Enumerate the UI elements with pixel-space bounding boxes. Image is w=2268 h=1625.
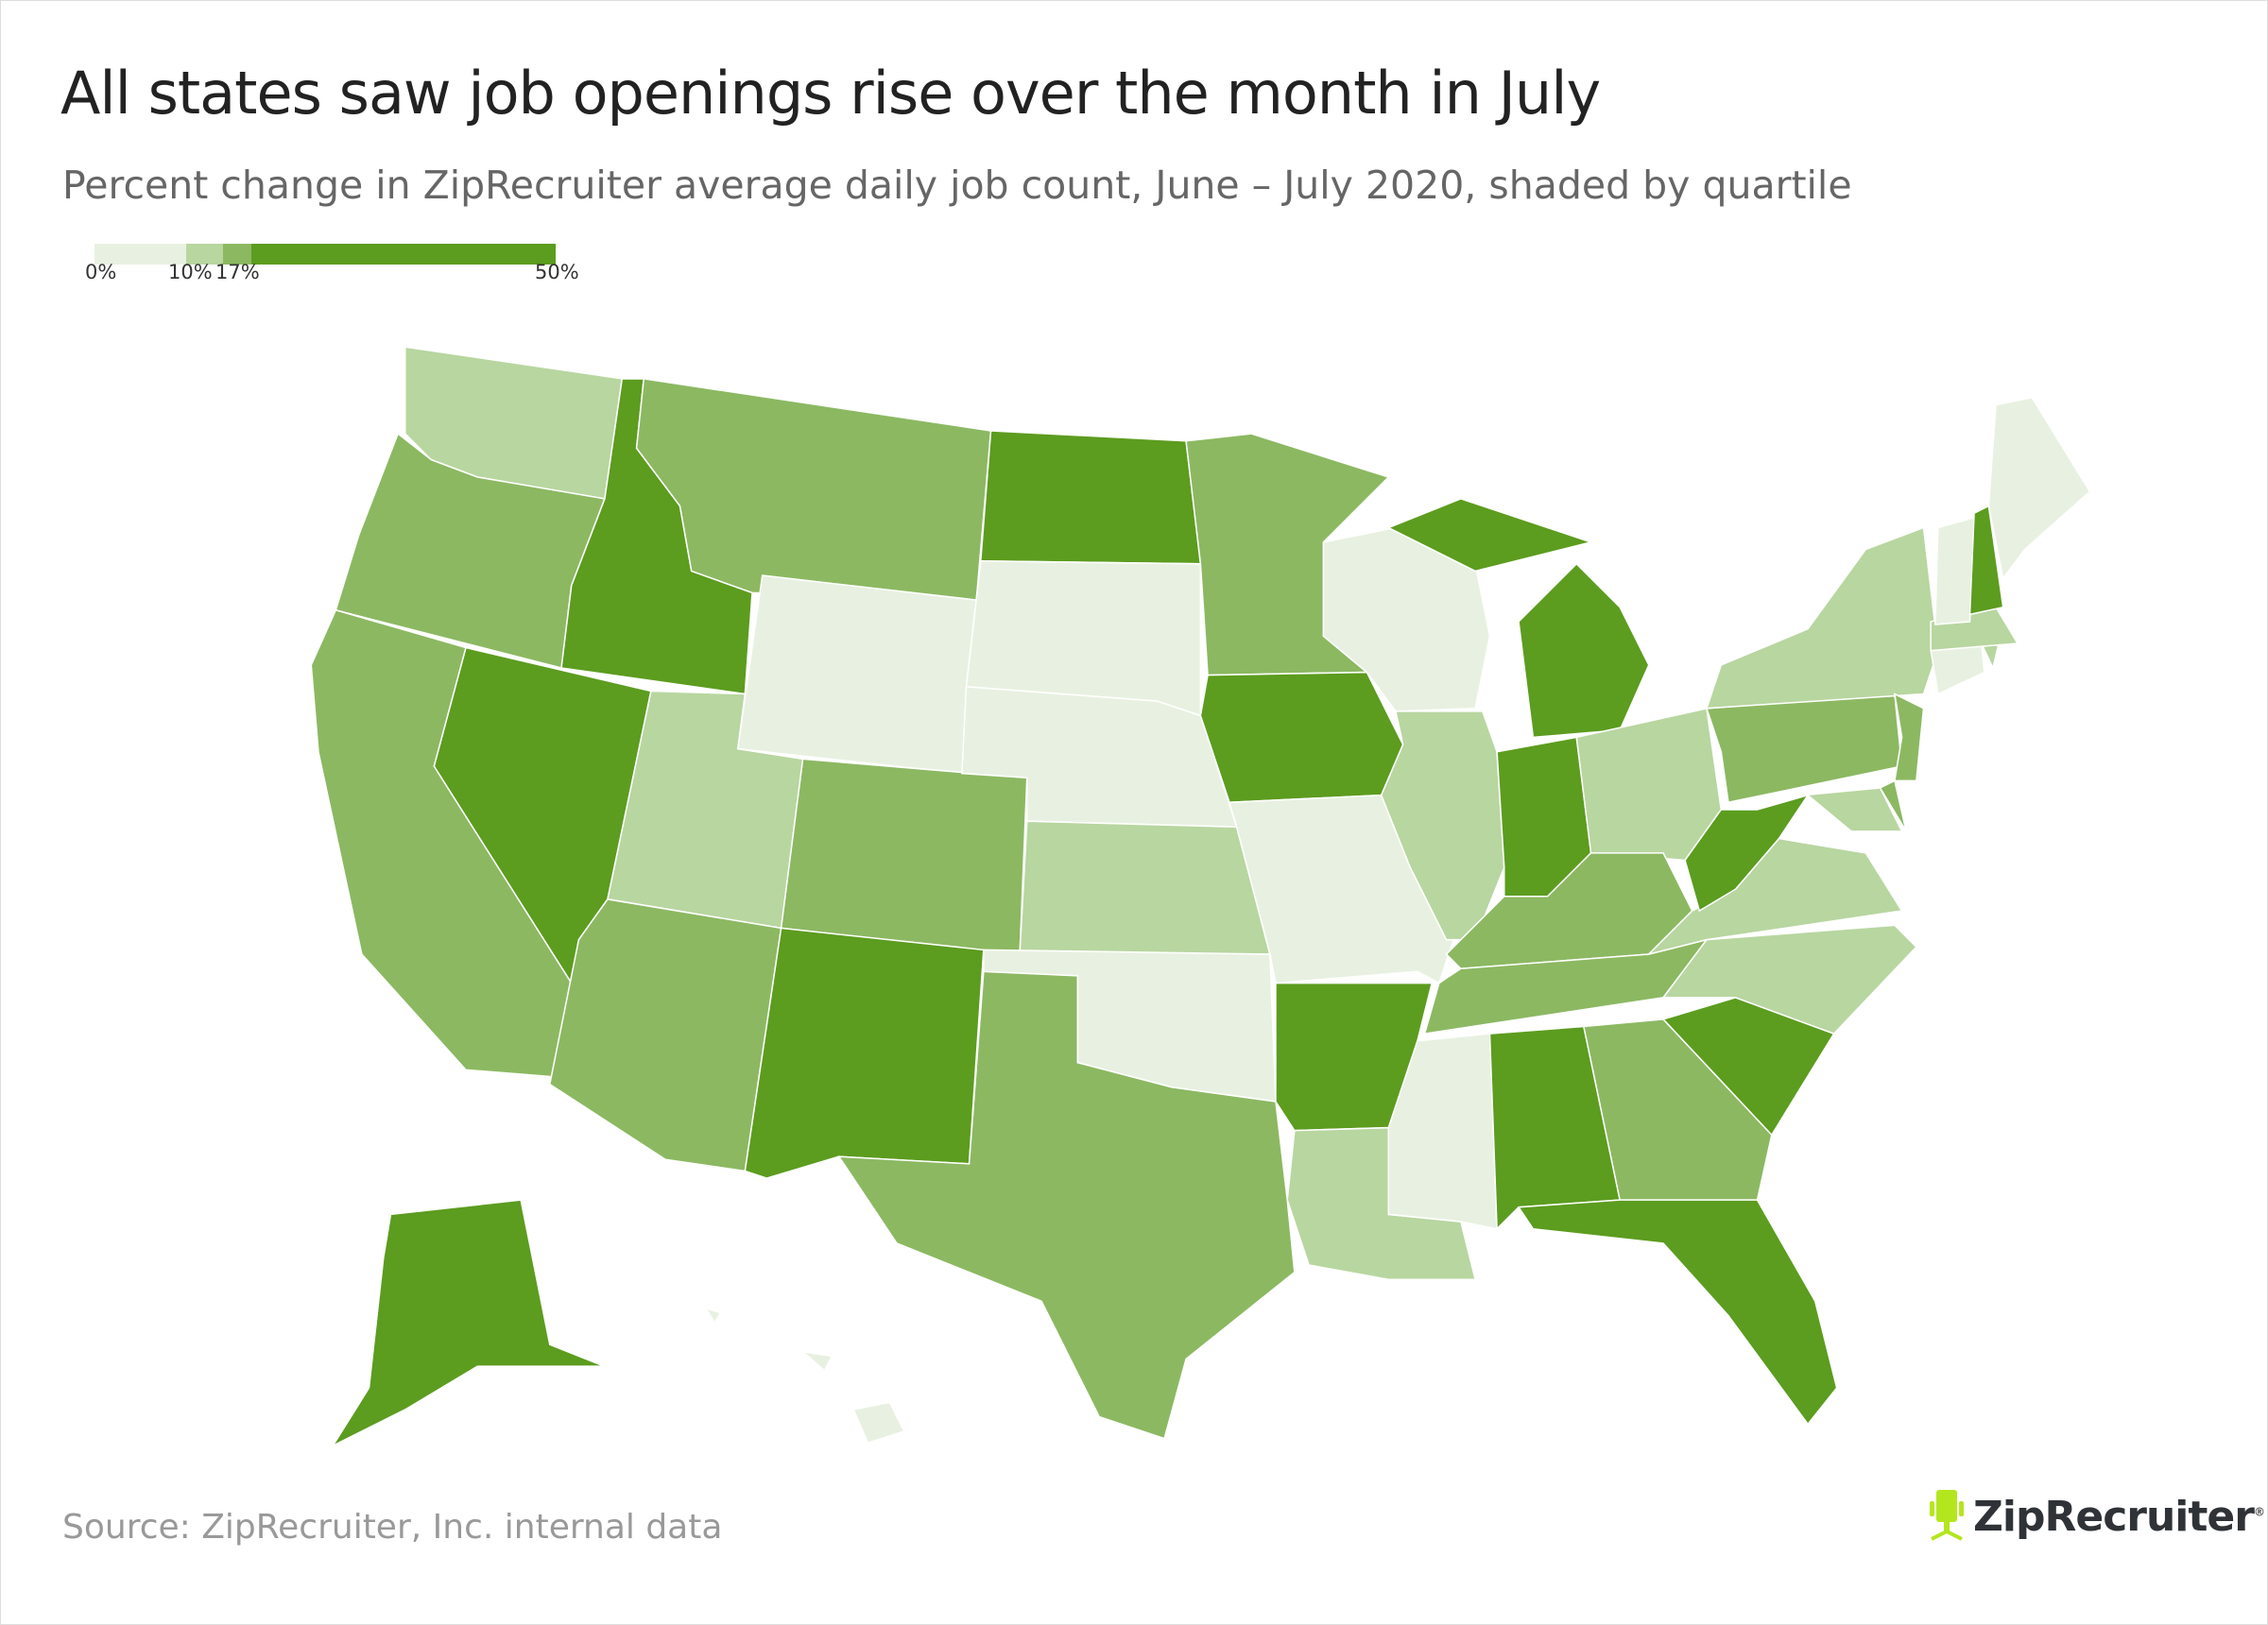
state-hi xyxy=(852,1401,905,1445)
state-ia xyxy=(1199,671,1404,804)
chair-icon xyxy=(1930,1490,1964,1541)
state-ks xyxy=(1019,820,1271,955)
legend-swatch-q1 xyxy=(94,244,186,265)
state-hi xyxy=(704,1307,722,1325)
legend-swatch-q4 xyxy=(251,244,556,265)
state-nh xyxy=(1968,505,2004,616)
state-vt xyxy=(1933,516,1975,625)
state-de xyxy=(1879,779,1907,832)
state-ga xyxy=(1582,1018,1773,1201)
legend-tick: 10% xyxy=(168,261,213,283)
state-ny xyxy=(1705,526,1939,710)
state-ak xyxy=(331,1199,659,1448)
ziprecruiter-logo: ZipRecruiter® xyxy=(1928,1488,2265,1545)
state-wv xyxy=(1684,794,1810,913)
source-note: Source: ZipRecruiter, Inc. internal data xyxy=(62,1508,723,1547)
legend-bar xyxy=(94,244,556,265)
legend-tick: 50% xyxy=(535,261,579,283)
legend-tick: 0% xyxy=(85,261,117,283)
state-md xyxy=(1727,787,1903,832)
state-tx xyxy=(837,970,1296,1440)
legend-swatch-q3 xyxy=(223,244,251,265)
state-fl xyxy=(1517,1199,1838,1426)
state-wy xyxy=(736,574,978,775)
state-nj xyxy=(1893,693,1925,782)
state-nm xyxy=(744,927,985,1179)
logo-text: ZipRecruiter® xyxy=(1973,1492,2265,1541)
chart-title: All states saw job openings rise over th… xyxy=(60,59,1601,128)
state-mi xyxy=(1386,498,1594,573)
state-nd xyxy=(979,430,1202,565)
state-hi xyxy=(800,1350,833,1372)
state-ct xyxy=(1930,642,1985,695)
chart-subtitle: Percent change in ZipRecruiter average d… xyxy=(62,162,1852,208)
state-az xyxy=(548,898,782,1172)
state-pa xyxy=(1705,693,1903,804)
state-co xyxy=(780,758,1028,955)
state-mi xyxy=(1518,562,1650,739)
legend-tick: 17% xyxy=(215,261,260,283)
legend-swatch-q2 xyxy=(186,244,223,265)
state-me xyxy=(1987,396,2091,580)
